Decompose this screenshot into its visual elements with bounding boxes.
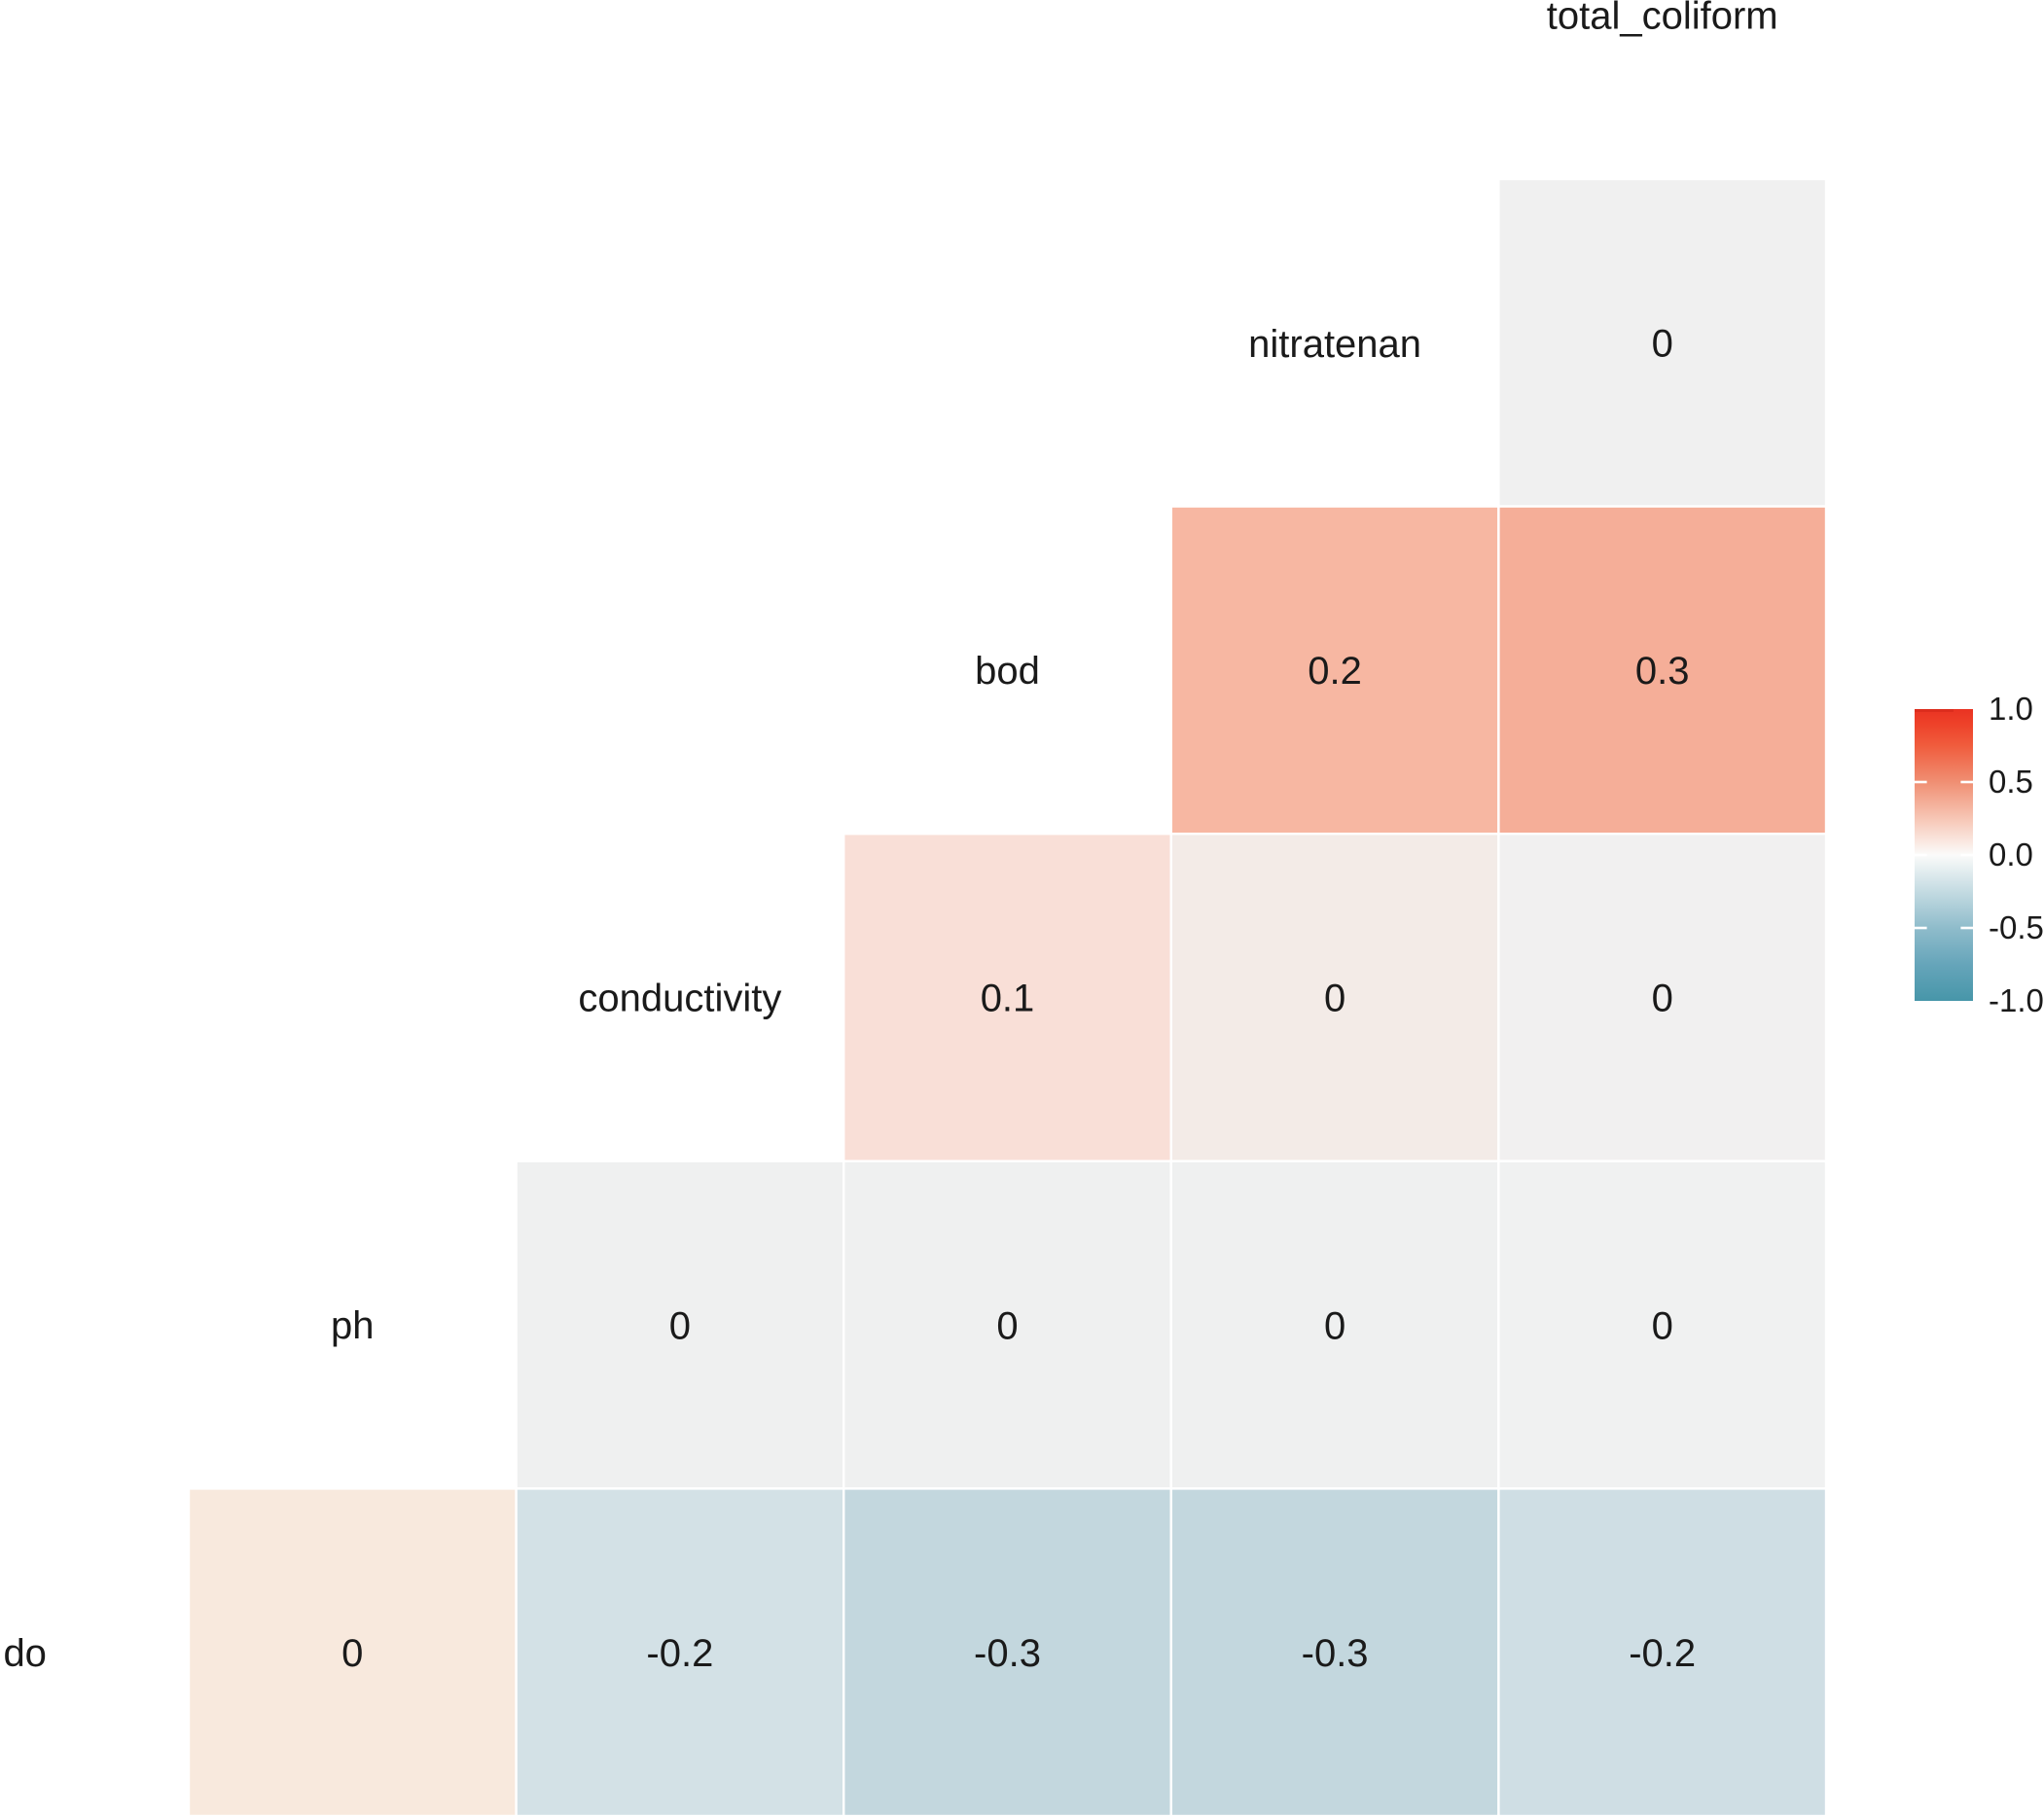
svg-text:0: 0 [1324,978,1345,1020]
svg-text:0: 0 [669,1304,691,1347]
svg-text:0.5: 0.5 [1989,764,2033,800]
svg-text:conductivity: conductivity [578,977,781,1019]
svg-text:-0.2: -0.2 [1629,1632,1696,1675]
svg-text:-0.3: -0.3 [1302,1632,1369,1675]
svg-text:-0.2: -0.2 [646,1632,713,1675]
svg-text:0: 0 [1652,978,1673,1020]
svg-text:-0.5: -0.5 [1989,909,2044,945]
svg-text:0.0: 0.0 [1989,837,2033,872]
svg-text:0: 0 [341,1632,363,1675]
svg-text:total_coliform: total_coliform [1547,0,1778,38]
svg-text:nitratenan: nitratenan [1248,323,1421,366]
svg-text:0.1: 0.1 [981,978,1035,1020]
svg-text:0: 0 [1652,1304,1673,1347]
svg-text:1.0: 1.0 [1989,691,2033,727]
svg-text:ph: ph [331,1304,375,1347]
svg-text:-1.0: -1.0 [1989,982,2044,1018]
svg-text:0: 0 [996,1304,1018,1347]
svg-text:bod: bod [975,650,1040,693]
svg-text:do: do [3,1632,47,1675]
svg-text:0.2: 0.2 [1308,650,1362,693]
svg-text:0.3: 0.3 [1635,650,1690,693]
svg-text:0: 0 [1652,323,1673,366]
svg-text:0: 0 [1324,1304,1345,1347]
svg-text:-0.3: -0.3 [974,1632,1041,1675]
